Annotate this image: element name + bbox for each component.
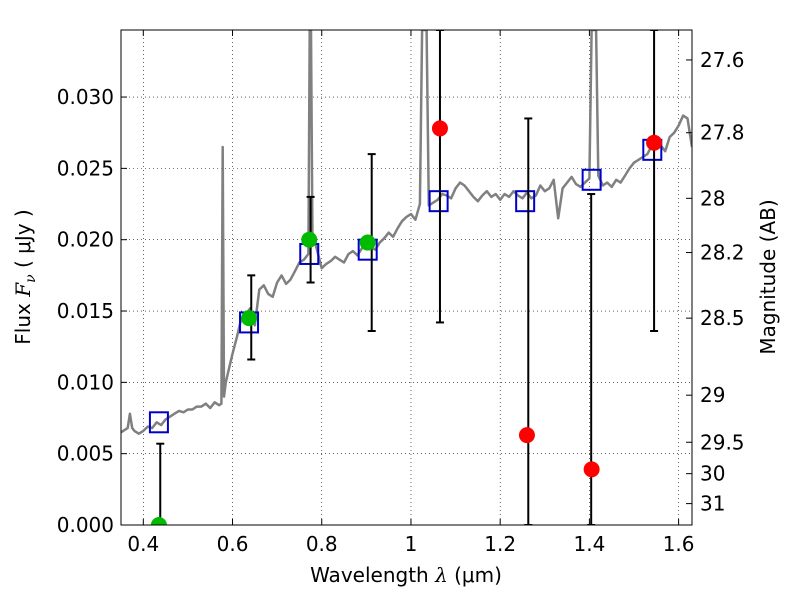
model-box-point [428,190,449,213]
right-tick-label: 28 [700,186,725,210]
detection-point [241,310,258,327]
axis-ticks: 0.4 0.6 0.8 1 1.2 1.4 1.6 0.000 0.005 0.010 0.015 0… [57,30,745,556]
y-axis-label-subscript: ν [23,274,39,283]
x-axis-label: Wavelength λ (μm) [310,563,502,587]
y-axis-label-unit: ( μJy ) [11,209,35,268]
y-tick-label: 0.010 [57,370,114,394]
grid [121,30,692,526]
right-tick-label: 28.5 [700,306,745,330]
y-tick-label: 0.030 [57,85,114,109]
detection-point [150,517,167,525]
nondetection-point [646,134,663,151]
model-box-point [515,190,536,213]
detection-point [301,231,318,248]
x-tick-label: 0.4 [127,532,159,556]
x-tick-label: 1 [405,532,418,556]
x-tick-label: 0.8 [306,532,338,556]
y-axis-right-label: Magnitude (AB) [756,199,780,354]
x-axis-label-symbol: λ [434,563,448,587]
right-tick-label: 29 [700,383,725,407]
model-box-point [581,168,602,191]
right-tick-label: 30 [700,462,725,486]
x-tick-label: 1.4 [573,532,605,556]
x-tick-label: 0.6 [217,532,249,556]
y-tick-label: 0.025 [57,156,114,180]
right-tick-label: 31 [700,492,725,516]
model-box-point [148,411,169,434]
plot-frame [120,29,693,526]
y-tick-label: 0.015 [57,299,114,323]
y-tick-label: 0.000 [57,513,114,537]
right-tick-label: 28.2 [700,241,745,265]
spectrum-line [121,30,692,435]
y-tick-label: 0.020 [57,228,114,252]
right-tick-label: 29.5 [700,430,745,454]
y-axis-label-symbol: F [11,282,35,298]
y-axis-label: Flux Fν ( μJy ) [11,209,39,344]
nondetection-point [583,461,600,478]
y-tick-label: 0.005 [57,442,114,466]
plot-area [121,30,692,525]
x-tick-label: 1.6 [663,532,695,556]
nondetection-point [431,120,448,137]
x-axis-label-unit: (μm) [454,563,502,587]
detection-point [359,234,376,251]
right-tick-label: 27.8 [700,121,745,145]
right-tick-label: 27.6 [700,48,745,72]
nondetection-point [518,427,535,444]
x-tick-label: 1.2 [484,532,516,556]
